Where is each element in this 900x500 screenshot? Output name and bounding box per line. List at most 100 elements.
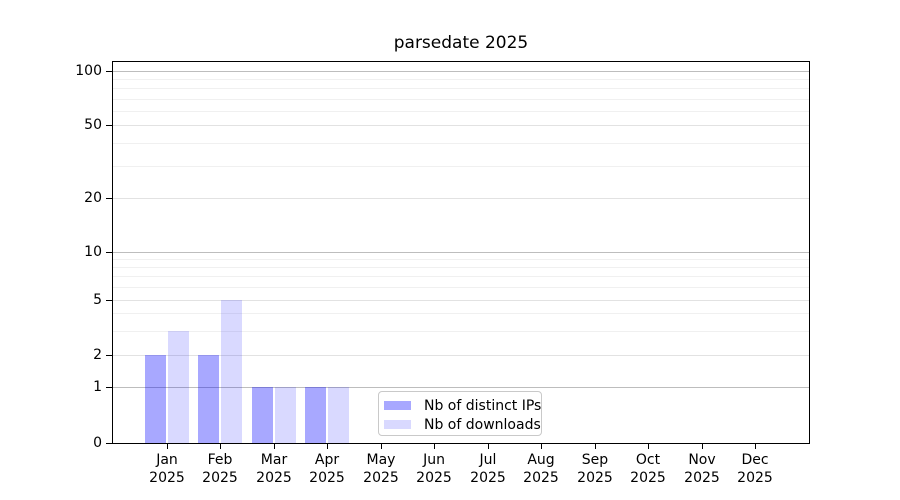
x-tick-label-jan: Jan 2025 <box>135 451 199 487</box>
x-tick-mark-dec <box>755 444 756 449</box>
gridline-9 <box>113 259 809 260</box>
x-tick-label-year: 2025 <box>149 470 185 486</box>
x-tick-label-feb: Feb 2025 <box>188 451 252 487</box>
y-tick-mark-20 <box>106 198 112 199</box>
chart-title: parsedate 2025 <box>393 33 529 53</box>
x-tick-mark-feb <box>220 444 221 449</box>
legend: Nb of distinct IPs Nb of downloads <box>378 391 542 436</box>
bar-nb-of-distinct-ips-mar <box>252 387 273 443</box>
y-tick-label-100: 100 <box>75 63 102 79</box>
y-tick-label-1: 1 <box>93 379 102 395</box>
y-tick-mark-100 <box>106 71 112 72</box>
x-tick-label-apr: Apr 2025 <box>295 451 359 487</box>
x-tick-label-year: 2025 <box>309 470 345 486</box>
y-tick-mark-0 <box>106 443 112 444</box>
y-tick-label-10: 10 <box>84 244 102 260</box>
gridline-70 <box>113 99 809 100</box>
gridline-3 <box>113 331 809 332</box>
gridline-5 <box>113 300 809 301</box>
x-tick-label-may: May 2025 <box>349 451 413 487</box>
gridline-8 <box>113 267 809 268</box>
x-tick-label-year: 2025 <box>256 470 292 486</box>
x-tick-mark-jun <box>434 444 435 449</box>
y-tick-mark-5 <box>106 300 112 301</box>
x-tick-label-nov: Nov 2025 <box>670 451 734 487</box>
bar-nb-of-distinct-ips-feb <box>198 355 219 443</box>
x-tick-label-year: 2025 <box>202 470 238 486</box>
legend-label-distinct-ips: Nb of distinct IPs <box>424 397 542 414</box>
y-tick-label-0: 0 <box>93 435 102 451</box>
x-tick-mark-aug <box>541 444 542 449</box>
x-tick-mark-sep <box>595 444 596 449</box>
gridline-1 <box>113 387 809 388</box>
x-tick-label-oct: Oct 2025 <box>616 451 680 487</box>
x-tick-label-jul: Jul 2025 <box>456 451 520 487</box>
x-tick-label-year: 2025 <box>363 470 399 486</box>
x-tick-label-month: Nov <box>688 452 716 468</box>
x-tick-label-month: Jul <box>479 452 497 468</box>
gridline-90 <box>113 79 809 80</box>
y-tick-mark-50 <box>106 125 112 126</box>
x-tick-label-month: Aug <box>527 452 555 468</box>
y-tick-mark-1 <box>106 387 112 388</box>
legend-swatch-distinct-ips <box>384 401 411 410</box>
x-tick-label-mar: Mar 2025 <box>242 451 306 487</box>
legend-row: Nb of distinct IPs <box>384 397 541 414</box>
x-tick-mark-jul <box>488 444 489 449</box>
x-tick-mark-apr <box>327 444 328 449</box>
gridline-100 <box>113 71 809 72</box>
x-tick-label-year: 2025 <box>737 470 773 486</box>
bar-nb-of-downloads-apr <box>328 387 349 443</box>
x-tick-mark-may <box>381 444 382 449</box>
legend-row: Nb of downloads <box>384 416 541 433</box>
gridline-40 <box>113 143 809 144</box>
x-tick-label-month: Jan <box>156 452 178 468</box>
plot-area: Nb of distinct IPs Nb of downloads <box>112 61 810 444</box>
y-tick-label-20: 20 <box>84 190 102 206</box>
gridline-50 <box>113 125 809 126</box>
x-tick-label-dec: Dec 2025 <box>723 451 787 487</box>
x-tick-label-month: Jun <box>423 452 445 468</box>
x-tick-label-month: Dec <box>741 452 769 468</box>
gridline-80 <box>113 88 809 89</box>
x-tick-label-month: Oct <box>635 452 661 468</box>
y-tick-label-5: 5 <box>93 292 102 308</box>
x-tick-mark-jan <box>167 444 168 449</box>
x-tick-mark-oct <box>648 444 649 449</box>
y-tick-mark-10 <box>106 252 112 253</box>
bar-nb-of-distinct-ips-apr <box>305 387 326 443</box>
x-tick-label-year: 2025 <box>630 470 666 486</box>
x-tick-label-year: 2025 <box>684 470 720 486</box>
x-tick-label-year: 2025 <box>577 470 613 486</box>
gridline-20 <box>113 198 809 199</box>
gridline-6 <box>113 287 809 288</box>
bar-nb-of-downloads-mar <box>275 387 296 443</box>
gridline-30 <box>113 166 809 167</box>
gridline-2 <box>113 355 809 356</box>
x-tick-label-aug: Aug 2025 <box>509 451 573 487</box>
x-tick-label-month: Apr <box>314 452 340 468</box>
gridline-60 <box>113 111 809 112</box>
x-tick-label-year: 2025 <box>523 470 559 486</box>
x-tick-label-month: May <box>366 452 396 468</box>
x-tick-mark-mar <box>274 444 275 449</box>
x-tick-label-jun: Jun 2025 <box>402 451 466 487</box>
x-tick-label-year: 2025 <box>416 470 452 486</box>
gridline-4 <box>113 313 809 314</box>
x-tick-label-month: Mar <box>260 452 288 468</box>
x-tick-label-month: Feb <box>207 452 233 468</box>
y-tick-label-50: 50 <box>84 117 102 133</box>
x-tick-label-month: Sep <box>581 452 609 468</box>
gridline-10 <box>113 252 809 253</box>
y-tick-mark-2 <box>106 355 112 356</box>
x-tick-label-year: 2025 <box>470 470 506 486</box>
gridline-7 <box>113 276 809 277</box>
bar-nb-of-downloads-jan <box>168 331 189 443</box>
legend-swatch-downloads <box>384 420 411 429</box>
x-tick-label-sep: Sep 2025 <box>563 451 627 487</box>
bar-nb-of-downloads-feb <box>221 300 242 443</box>
y-tick-label-2: 2 <box>93 347 102 363</box>
bar-nb-of-distinct-ips-jan <box>145 355 166 443</box>
legend-label-downloads: Nb of downloads <box>424 416 541 433</box>
x-tick-mark-nov <box>702 444 703 449</box>
